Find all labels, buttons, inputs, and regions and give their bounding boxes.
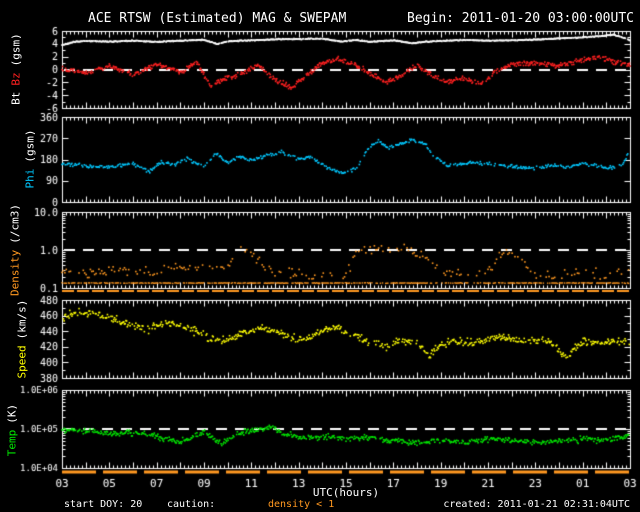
phi-axis-label: Phi(gsm)	[23, 129, 37, 189]
mag-axis-label: BtBz(gsm)	[9, 33, 23, 105]
density-axis-label: Density(/cm3)	[8, 203, 22, 297]
plot-title: ACE RTSW (Estimated) MAG & SWEPAM	[88, 11, 347, 26]
created-timestamp: created: 2011-01-21 02:31:04UTC	[443, 499, 630, 510]
speed-axis-label: Speed(km/s)	[15, 299, 29, 379]
x-axis-label: UTC(hours)	[312, 486, 380, 499]
begin-timestamp: Begin: 2011-01-20 03:00:00UTC	[407, 11, 634, 26]
temp-axis-label: Temp(K)	[5, 403, 19, 457]
caution-label: caution:	[167, 499, 216, 510]
caution-value: density < 1	[268, 499, 335, 510]
start-doy-label: start DOY: 20	[64, 499, 143, 510]
